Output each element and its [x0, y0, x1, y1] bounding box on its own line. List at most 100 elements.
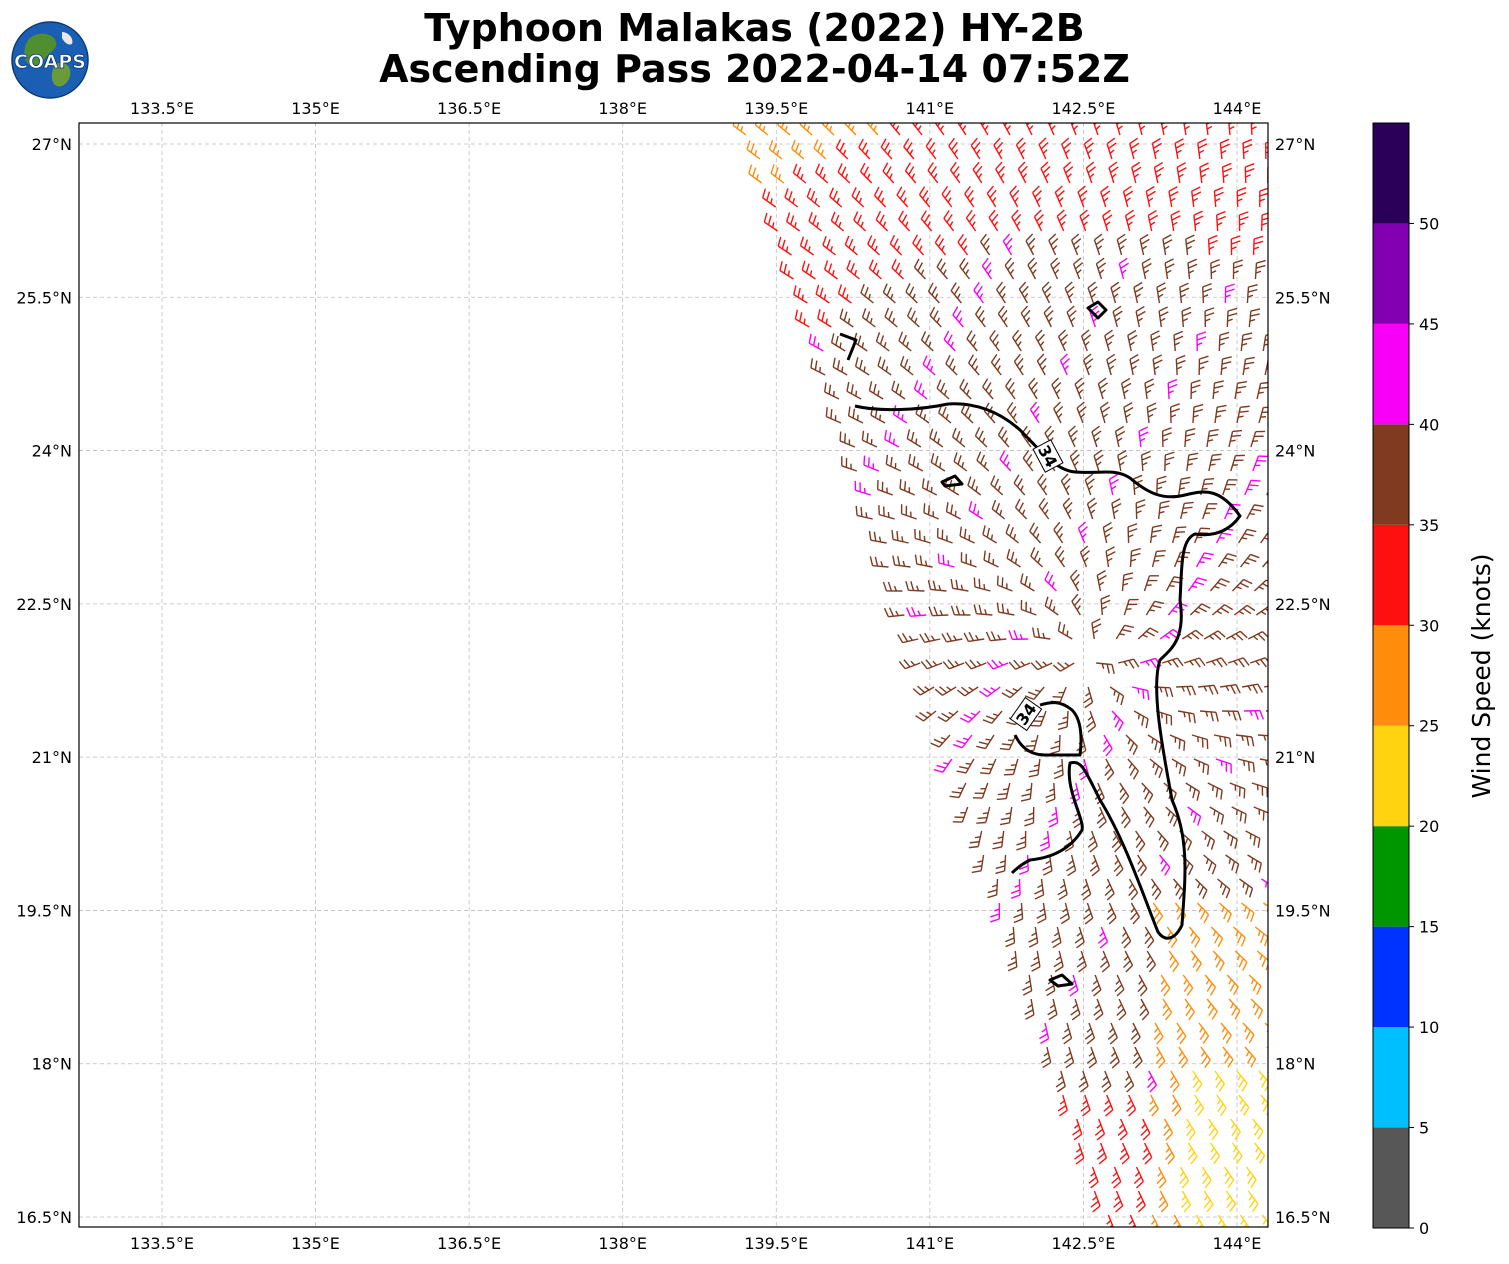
- wind-barb: [1074, 1142, 1085, 1165]
- wind-barb: [1158, 1190, 1169, 1213]
- wind-barb: [1198, 355, 1209, 376]
- wind-barb: [991, 499, 1006, 520]
- wind-barb: [792, 163, 807, 184]
- wind-barb: [883, 607, 905, 618]
- wind-barb: [1267, 999, 1287, 1018]
- globe-logo-icon: COAPS: [11, 21, 89, 99]
- wind-barb: [1092, 123, 1103, 136]
- wind-barb: [858, 138, 871, 160]
- wind-barb: [1127, 1214, 1138, 1227]
- wind-barb: [903, 138, 915, 160]
- wind-barb: [1123, 598, 1139, 616]
- wind-barb: [960, 552, 977, 568]
- wind-barb: [1217, 1214, 1228, 1227]
- wind-barb: [846, 259, 860, 280]
- wind-barb: [1074, 377, 1085, 400]
- wind-barb: [1267, 1166, 1268, 1180]
- wind-barb: [1020, 573, 1035, 592]
- wind-barb: [1045, 782, 1056, 804]
- wind-barb: [1093, 233, 1105, 256]
- wind-barb: [1076, 950, 1087, 973]
- wind-barb: [1240, 332, 1253, 352]
- wind-barb: [1024, 686, 1045, 700]
- wind-barb: [817, 309, 832, 328]
- wind-barb: [1131, 686, 1150, 701]
- wind-barb: [748, 164, 763, 184]
- wind-barb: [934, 686, 957, 696]
- wind-barb: [930, 734, 951, 748]
- wind-barb: [1167, 378, 1178, 400]
- wind-barb: [1257, 734, 1268, 741]
- wind-barb: [779, 261, 794, 280]
- wind-barb: [1107, 1022, 1118, 1045]
- wind-barb: [1141, 257, 1152, 280]
- wind-barb: [813, 139, 827, 160]
- wind-barb: [1054, 545, 1066, 568]
- wind-barb: [959, 258, 971, 280]
- wind-barb: [1162, 234, 1173, 256]
- wind-barb: [1244, 709, 1264, 720]
- wind-barb: [1176, 685, 1197, 696]
- contour-label-text: 34: [1012, 700, 1040, 729]
- wind-barb: [1124, 209, 1136, 232]
- wind-barb: [1181, 629, 1204, 640]
- wind-barb: [1153, 1022, 1164, 1045]
- wind-barb: [1083, 137, 1094, 160]
- wind-barb: [1121, 806, 1131, 829]
- wind-barb: [972, 161, 983, 184]
- wind-barb: [1132, 1046, 1143, 1069]
- wind-barb: [899, 355, 914, 376]
- wind-barb: [1274, 1071, 1294, 1091]
- wind-barb: [1140, 1118, 1151, 1141]
- wind-barb: [1213, 186, 1224, 208]
- wind-barb: [1215, 758, 1232, 774]
- wind-barb: [898, 210, 911, 232]
- wind-barb: [1050, 734, 1061, 755]
- wind-barb: [1103, 1094, 1114, 1117]
- wind-barb: [1037, 473, 1048, 496]
- wind-barb: [1161, 427, 1172, 448]
- wind-barb: [763, 212, 779, 232]
- wind-barb: [1165, 1142, 1175, 1165]
- wind-barb: [952, 806, 969, 823]
- wind-barb: [1038, 497, 1050, 520]
- wind-barb: [981, 257, 993, 280]
- colorbar-frame: [1372, 122, 1410, 1229]
- wind-barb: [937, 553, 955, 568]
- colorbar: 0 5 10 15 20 25 30 35 40 45 50: [1372, 122, 1439, 1238]
- wind-barb: [1184, 427, 1196, 448]
- colorbar-tick-label: 20: [1419, 817, 1439, 836]
- wind-barb: [1077, 185, 1088, 208]
- wind-barb: [993, 137, 1004, 160]
- wind-barb: [823, 260, 838, 280]
- wind-barb: [1140, 450, 1152, 472]
- wind-barb: [995, 161, 1006, 184]
- wind-barb: [1082, 686, 1094, 709]
- wind-barb: [1254, 259, 1266, 280]
- wind-barb: [1024, 806, 1035, 827]
- wind-barb: [1181, 1190, 1192, 1213]
- wind-barb: [1149, 758, 1163, 779]
- wind-barb: [1129, 547, 1141, 568]
- wind-barb: [1138, 426, 1149, 448]
- wind-barb: [1195, 552, 1214, 568]
- wind-barb: [868, 259, 882, 280]
- wind-barb: [1266, 480, 1268, 496]
- wind-barb: [1236, 187, 1247, 208]
- colorbar-tick-label: 10: [1419, 1018, 1439, 1037]
- wind-barb: [1213, 734, 1232, 748]
- wind-barb: [768, 139, 783, 160]
- wind-barb: [1055, 1070, 1066, 1093]
- wind-barb: [889, 123, 901, 136]
- wind-barb: [889, 234, 903, 256]
- wind-barb: [985, 631, 1007, 642]
- colorbar-bin: [1373, 926, 1409, 1028]
- wind-barb: [1224, 283, 1235, 304]
- wind-barb: [922, 355, 936, 376]
- wind-barb: [898, 659, 921, 670]
- wind-barb: [1002, 233, 1013, 256]
- wind-barb: [919, 632, 941, 644]
- wind-barb: [968, 830, 983, 849]
- wind-barb: [1182, 123, 1193, 136]
- wind-barb: [965, 209, 977, 232]
